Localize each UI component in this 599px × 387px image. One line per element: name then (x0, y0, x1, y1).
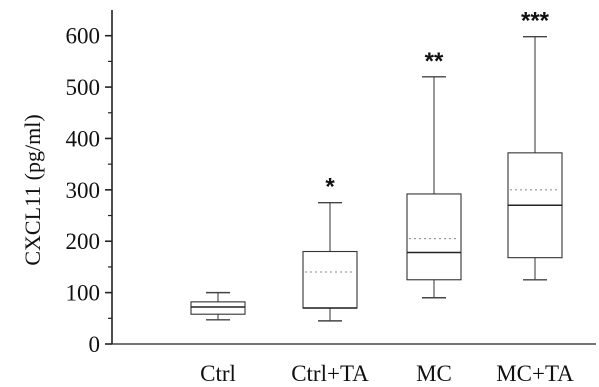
box-ctrl (190, 291, 246, 321)
x-tick-label: Ctrl+TA (291, 361, 369, 386)
y-ticks-group: 0 100 200 300 400 500 600 (66, 24, 112, 357)
y-tick-label: 400 (66, 126, 101, 151)
y-axis-title-group: CXCL11 (pg/ml) (20, 114, 45, 265)
box-mc: ** (406, 48, 462, 299)
box-body (190, 301, 246, 315)
y-tick-label: 500 (66, 75, 101, 100)
x-tick-label: MC (416, 361, 452, 386)
x-tick-label: Ctrl (200, 361, 236, 386)
boxes-group: ****** (190, 8, 563, 322)
y-tick-label: 200 (66, 229, 101, 254)
axes-group (111, 10, 596, 345)
x-tick-labels-group: Ctrl Ctrl+TA MC MC+TA (200, 361, 574, 386)
y-tick-label: 0 (89, 332, 101, 357)
y-tick-label: 100 (66, 281, 101, 306)
y-tick-label: 600 (66, 24, 101, 49)
y-axis-title: CXCL11 (pg/ml) (20, 114, 45, 265)
box-body (406, 193, 462, 281)
significance-marker: * (325, 174, 335, 201)
box-body (302, 250, 358, 309)
significance-marker: ** (425, 48, 444, 75)
significance-marker: *** (521, 8, 550, 35)
y-tick-label: 300 (66, 178, 101, 203)
x-tick-label: MC+TA (496, 361, 574, 386)
box-mc-plus-ta: *** (507, 8, 563, 281)
box-ctrl-plus-ta: * (302, 174, 358, 322)
